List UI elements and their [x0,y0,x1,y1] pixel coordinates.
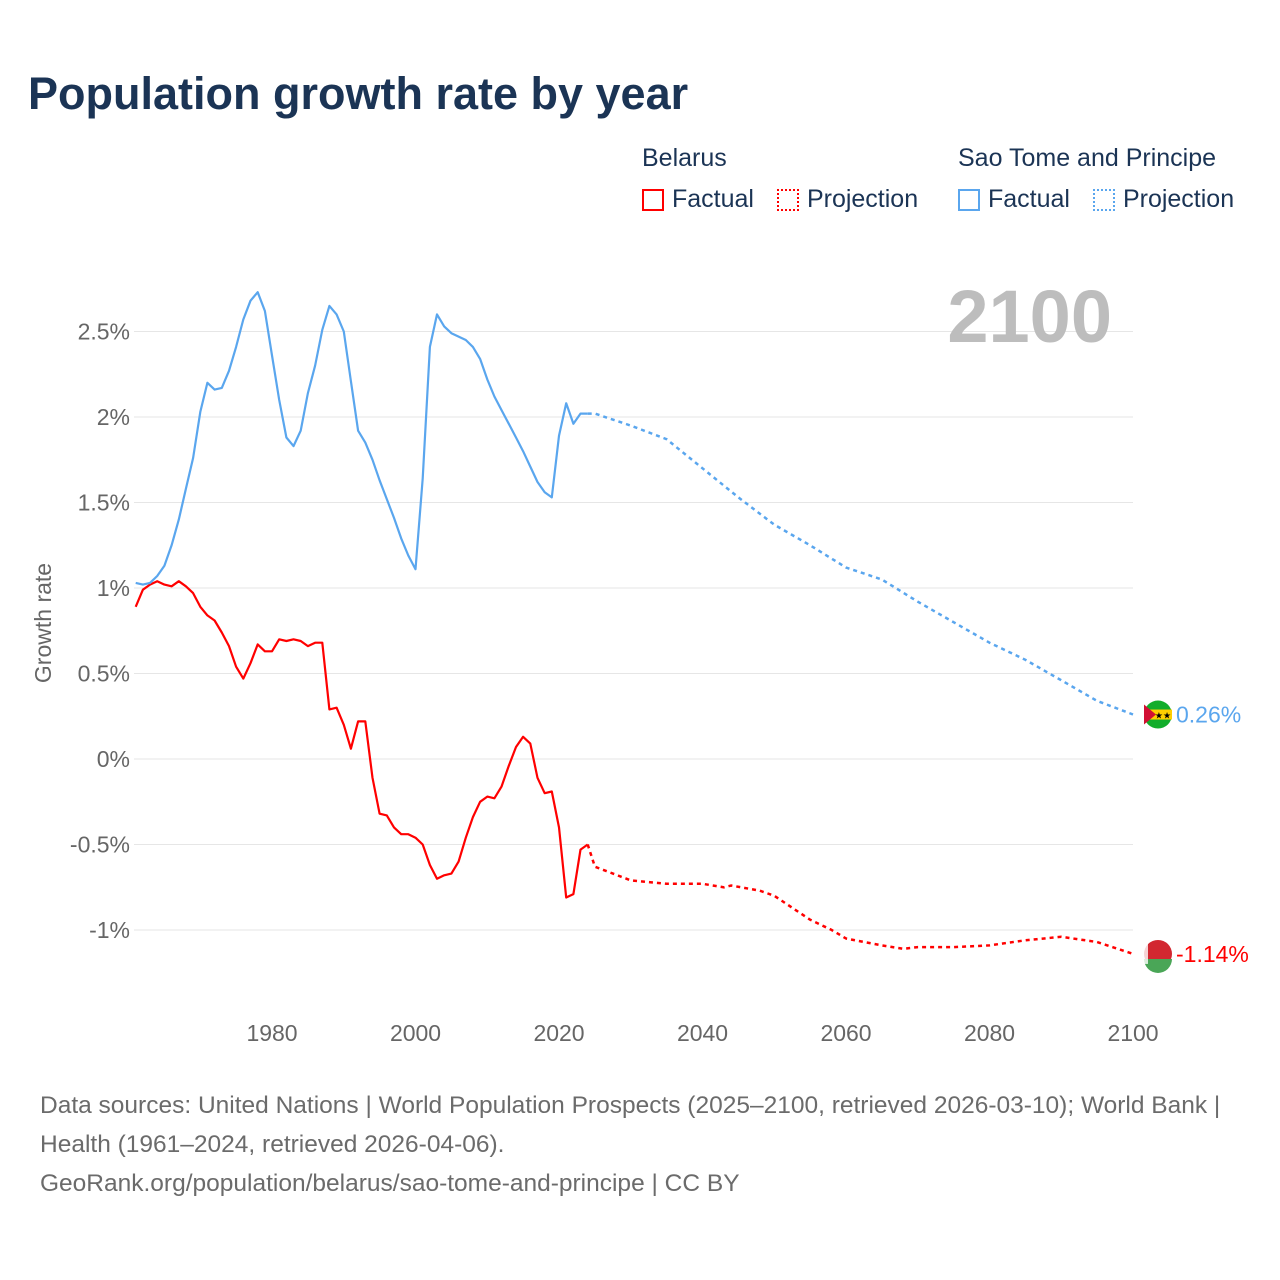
legend-belarus-factual[interactable]: Factual [642,185,754,214]
x-tick-label: 1980 [246,1020,297,1046]
y-axis-label: Growth rate [30,563,56,683]
legend-sao-tome: Sao Tome and Principe Factual Projection [958,144,1250,218]
footer: Data sources: United Nations | World Pop… [40,1086,1240,1203]
y-tick-label: -0.5% [70,832,130,858]
legend-belarus-projection[interactable]: Projection [776,185,919,214]
x-tick-label: 2020 [533,1020,584,1046]
chart-title: Population growth rate by year [28,68,689,119]
x-tick-label: 2080 [964,1020,1015,1046]
y-tick-label: -1% [89,917,130,943]
x-tick-label: 2000 [390,1020,441,1046]
flag-triangle [1144,704,1156,725]
y-tick-label: 0.5% [78,661,130,687]
solid-swatch-icon [642,188,664,211]
series-line-sao-tome-projection [587,412,1134,716]
legend-label: Projection [806,185,919,213]
credit-link[interactable]: GeoRank.org/population/belarus/sao-tome-… [40,1170,740,1197]
legend-group-name: Sao Tome and Principe [958,144,1217,172]
x-tick-label: 2100 [1107,1020,1158,1046]
solid-swatch-icon [958,188,980,211]
dotted-swatch-icon [1092,188,1115,211]
dotted-swatch-icon [776,188,799,211]
legend-group-name: Belarus [642,144,727,172]
end-value-label: -1.14% [1176,941,1249,967]
data-sources: Data sources: United Nations | World Pop… [40,1092,1221,1158]
legend-sao-tome-projection[interactable]: Projection [1092,185,1235,214]
legend-label: Factual [988,185,1070,213]
legend-label: Factual [672,185,754,213]
end-value-label: 0.26% [1176,702,1241,728]
y-tick-label: 1% [97,575,130,601]
legend-belarus: Belarus Factual Projection [642,144,934,218]
series-line-sao-tome-factual [135,291,588,586]
series-line-belarus-factual [134,580,589,899]
flag-stripe [1144,958,1172,973]
flag-stars: ★★ [1155,711,1171,721]
flag-stripe [1144,709,1172,720]
flag-ornament [1144,943,1148,964]
y-tick-label: 2.5% [78,319,130,345]
x-tick-label: 2040 [677,1020,728,1046]
y-tick-label: 2% [97,404,130,430]
series-line-belarus-projection [586,844,1134,956]
legend-label: Projection [1122,185,1235,213]
y-tick-label: 1.5% [78,490,130,516]
legend-sao-tome-factual[interactable]: Factual [958,185,1070,214]
y-tick-label: 0% [97,746,130,772]
year-label: 2100 [947,275,1112,358]
x-tick-label: 2060 [820,1020,871,1046]
